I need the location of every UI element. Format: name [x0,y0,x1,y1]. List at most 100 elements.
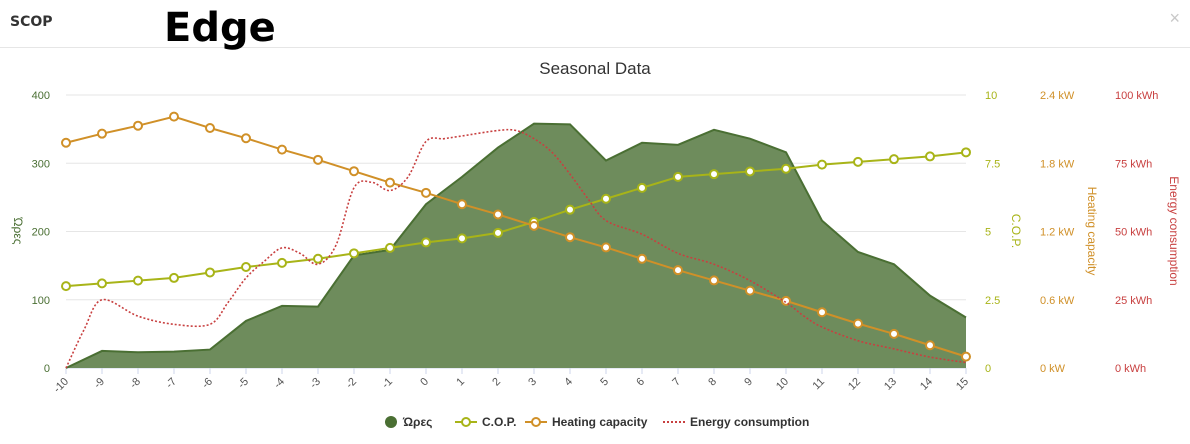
y-tick-label-hours: 0 [44,363,50,375]
data-point-cop [781,163,791,174]
legend-label-heating: Heating capacity [552,415,648,429]
data-point-heating [277,144,287,155]
y-tick-label-hours: 200 [32,227,50,239]
data-point-cop [385,242,395,253]
y-axis-title-heating: Heating capacity [1085,187,1099,276]
data-point-cop [133,275,143,286]
data-point-heating [637,253,647,264]
app-title: SCOP [10,14,53,30]
chart-title: Seasonal Data [539,59,651,78]
x-tick-label: 12 [846,376,863,393]
y-tick-label-heating: 1.2 kW [1040,227,1075,239]
x-tick-label: -8 [128,376,143,391]
legend-label-energy: Energy consumption [690,415,810,429]
y-tick-label-cop: 5 [985,227,991,239]
legend-item-cop[interactable]: C.O.P. [455,412,516,432]
data-point-cop [889,154,899,165]
legend-item-hours[interactable]: Ώρες [384,412,432,432]
x-tick-label: 6 [634,376,647,389]
data-point-heating [421,187,431,198]
legend-label-cop: C.O.P. [482,415,517,429]
legend-item-heating[interactable]: Heating capacity [525,412,647,432]
y-tick-label-cop: 0 [985,363,991,375]
x-tick-label: -6 [200,376,215,391]
x-tick-label: 1 [454,376,467,389]
data-point-heating [205,122,215,133]
x-tick-label: 2 [490,376,503,389]
x-tick-label: -2 [344,376,359,391]
data-point-heating [241,133,251,144]
data-point-cop [169,272,179,283]
y-axis-title-cop: C.O.P. [1009,214,1023,248]
page-heading: Edge [164,5,276,51]
x-tick-label: 8 [706,376,719,389]
x-tick-label: -5 [236,376,251,391]
y-tick-label-energy: 50 kWh [1115,227,1152,239]
data-point-cop [61,281,71,292]
data-point-cop [961,147,971,158]
series-area-hours [66,123,966,368]
data-point-heating [97,128,107,139]
x-tick-label: -10 [51,376,71,396]
x-tick-label: 9 [742,376,755,389]
header-bar: SCOP Edge × [0,0,1190,51]
y-tick-label-hours: 300 [32,158,50,170]
y-tick-label-energy: 75 kWh [1115,158,1152,170]
data-point-cop [853,156,863,167]
close-icon[interactable]: × [1169,8,1180,28]
legend-hours-marker-icon [385,416,397,428]
x-tick-label: 14 [918,376,935,393]
y-tick-label-heating: 2.4 kW [1040,90,1075,102]
data-point-heating [493,209,503,220]
y-tick-label-energy: 0 kWh [1115,363,1146,375]
data-point-cop [205,267,215,278]
y-tick-label-hours: 400 [32,90,50,102]
x-tick-label: -3 [308,376,323,391]
x-tick-label: 11 [811,376,828,393]
chart-legend: Ώρες C.O.P. Heating capacity Energy cons… [0,412,1190,434]
data-point-cop [97,278,107,289]
data-point-heating [133,120,143,131]
data-point-heating [817,307,827,318]
legend-cop-marker-icon [455,417,477,427]
x-tick-label: 0 [418,376,431,389]
data-point-heating [781,295,791,306]
data-point-heating [853,318,863,329]
data-point-cop [421,237,431,248]
seasonal-chart: Seasonal Data0100200300400Ώρες02.557.510… [11,59,1181,396]
data-point-cop [277,257,287,268]
data-point-cop [349,248,359,259]
x-tick-label: -1 [380,376,395,391]
data-point-heating [745,285,755,296]
data-point-cop [601,193,611,204]
y-axis-title-energy: Energy consumption [1167,176,1181,285]
y-tick-label-hours: 100 [32,295,50,307]
data-point-cop [313,253,323,264]
data-point-heating [169,111,179,122]
y-tick-label-cop: 10 [985,90,997,102]
data-point-cop [637,182,647,193]
data-point-cop [241,261,251,272]
y-axis-title-hours: Ώρες [11,217,25,245]
legend-item-energy[interactable]: Energy consumption [663,412,809,432]
data-point-cop [709,169,719,180]
data-point-heating [313,154,323,165]
legend-heating-marker-icon [525,417,547,427]
legend-energy-marker-icon [663,421,685,423]
series-line-cop [65,151,967,288]
y-tick-label-heating: 1.8 kW [1040,158,1075,170]
data-point-heating [673,265,683,276]
series-line-energy [65,128,967,369]
data-point-cop [673,171,683,182]
data-point-heating [529,220,539,231]
data-point-heating [385,177,395,188]
x-tick-label: -4 [272,376,287,391]
legend-label-hours: Ώρες [403,415,433,429]
y-tick-label-heating: 0 kW [1040,363,1066,375]
data-point-heating [889,328,899,339]
data-point-heating [61,137,71,148]
data-point-heating [961,351,971,362]
data-point-heating [565,232,575,243]
y-tick-label-energy: 25 kWh [1115,295,1152,307]
y-tick-label-cop: 2.5 [985,295,1000,307]
